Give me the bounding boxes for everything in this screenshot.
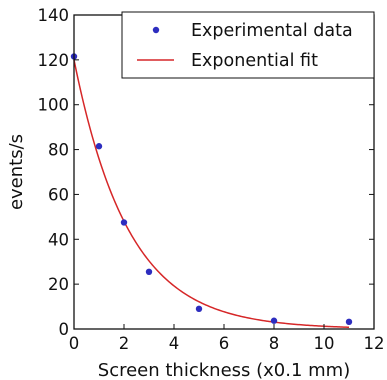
legend-entry-experimental: Experimental data xyxy=(191,21,353,41)
x-tick-label: 10 xyxy=(314,334,335,353)
plot-layer xyxy=(70,53,353,328)
legend-entry-exponential: Exponential fit xyxy=(191,51,318,71)
legend-box xyxy=(121,11,375,79)
x-tick-label: 12 xyxy=(364,334,385,353)
legend: Experimental data Exponential fit xyxy=(121,11,375,79)
y-tick-label: 120 xyxy=(38,51,70,70)
data-point xyxy=(145,268,153,276)
x-tick-label: 0 xyxy=(69,334,80,353)
data-point xyxy=(345,318,353,326)
x-tick-label: 4 xyxy=(169,334,180,353)
y-tick-label: 100 xyxy=(38,96,70,115)
x-tick-label: 2 xyxy=(119,334,130,353)
x-tick-label: 8 xyxy=(269,334,280,353)
data-point xyxy=(95,143,103,150)
y-axis-label: events/s xyxy=(6,134,27,210)
data-point xyxy=(120,219,128,226)
x-tick-label: 6 xyxy=(219,334,230,353)
y-tick-label: 80 xyxy=(48,141,69,160)
y-tick-label: 0 xyxy=(59,320,70,339)
x-axis-label: Screen thickness (x0.1 mm) xyxy=(98,360,350,380)
y-tick-label: 140 xyxy=(38,6,70,25)
y-tick-label: 60 xyxy=(48,185,69,204)
y-tick-label: 20 xyxy=(48,275,69,294)
y-tick-label: 40 xyxy=(48,230,69,249)
data-point xyxy=(270,317,278,324)
fit-curve-line xyxy=(73,59,350,328)
data-point xyxy=(195,305,203,313)
legend-marker-experimental xyxy=(152,26,160,34)
